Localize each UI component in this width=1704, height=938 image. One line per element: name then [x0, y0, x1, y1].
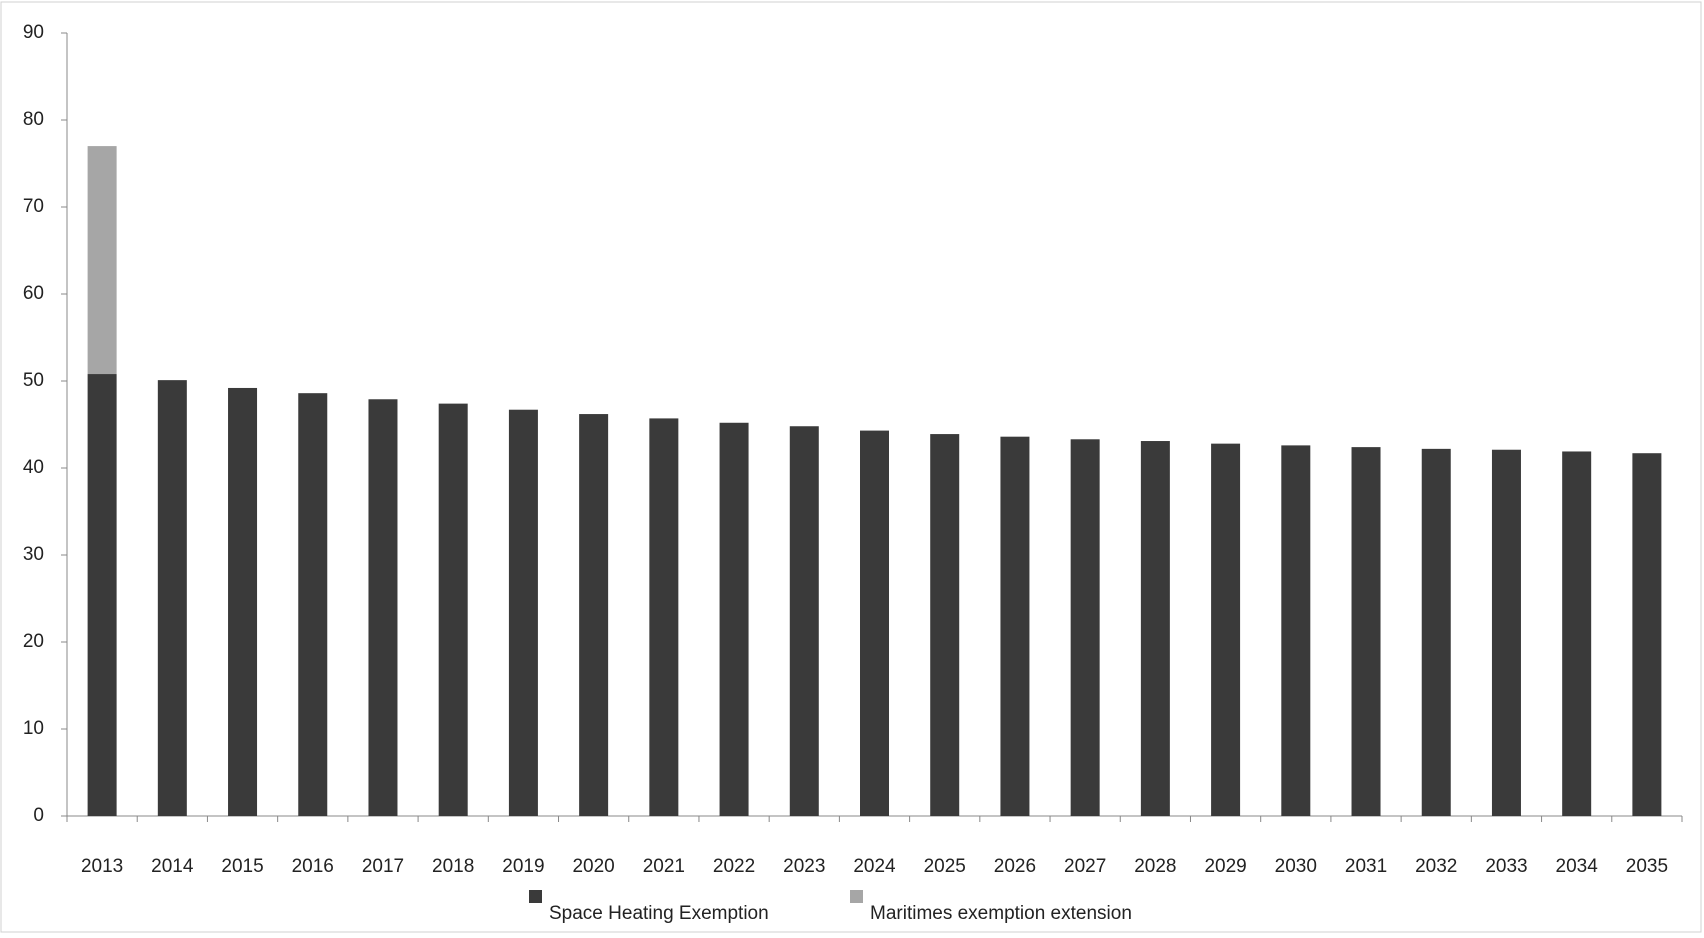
x-tick-label: 2014	[151, 856, 194, 877]
bar	[930, 434, 960, 816]
bar	[1351, 447, 1381, 816]
bar	[1140, 441, 1170, 816]
bar	[228, 387, 258, 816]
x-tick-label: 2034	[1556, 856, 1599, 877]
y-tick-label: 80	[23, 109, 44, 130]
legend-marker	[529, 890, 542, 903]
x-tick-label: 2029	[1204, 856, 1246, 877]
y-tick-label: 70	[23, 196, 44, 217]
x-tick-label: 2017	[362, 856, 404, 877]
bar	[649, 418, 679, 816]
x-tick-label: 2013	[81, 856, 123, 877]
x-tick-label: 2018	[432, 856, 474, 877]
y-tick-label: 40	[23, 457, 44, 478]
bar	[1491, 449, 1521, 816]
bar	[87, 146, 117, 375]
bar	[579, 414, 609, 816]
bar	[1000, 436, 1030, 816]
bar	[438, 403, 468, 816]
x-tick-label: 2031	[1345, 856, 1387, 877]
x-tick-label: 2019	[502, 856, 544, 877]
bar	[1632, 453, 1662, 816]
x-tick-label: 2030	[1275, 856, 1317, 877]
x-tick-label: 2025	[924, 856, 966, 877]
x-tick-label: 2021	[643, 856, 685, 877]
legend-label: Space Heating Exemption	[549, 903, 769, 924]
y-tick-label: 60	[23, 283, 44, 304]
x-tick-label: 2020	[572, 856, 614, 877]
x-tick-label: 2022	[713, 856, 755, 877]
bar	[719, 422, 749, 816]
bar	[508, 409, 538, 816]
bar	[368, 399, 398, 816]
bar	[87, 374, 117, 816]
x-tick-label: 2032	[1415, 856, 1457, 877]
y-tick-label: 0	[33, 805, 44, 826]
x-tick-label: 2016	[292, 856, 334, 877]
y-tick-label: 90	[23, 22, 44, 43]
bar	[298, 393, 328, 816]
bar	[157, 380, 187, 816]
bar	[1211, 443, 1241, 816]
legend-marker	[850, 890, 863, 903]
x-tick-label: 2027	[1064, 856, 1106, 877]
bar	[860, 430, 889, 816]
bar	[1070, 439, 1100, 816]
x-tick-label: 2028	[1134, 856, 1176, 877]
y-tick-label: 30	[23, 544, 44, 565]
y-tick-label: 20	[23, 631, 44, 652]
y-tick-label: 10	[23, 718, 44, 739]
bar	[1281, 445, 1311, 816]
legend-label: Maritimes exemption extension	[870, 903, 1132, 924]
x-tick-label: 2023	[783, 856, 825, 877]
x-tick-label: 2033	[1485, 856, 1527, 877]
bar	[1421, 448, 1451, 816]
x-tick-label: 2015	[221, 856, 263, 877]
bar	[1562, 451, 1592, 816]
y-tick-label: 50	[23, 370, 44, 391]
x-tick-label: 2026	[994, 856, 1036, 877]
x-tick-label: 2035	[1626, 856, 1668, 877]
x-tick-label: 2024	[853, 856, 896, 877]
bar	[789, 426, 819, 816]
